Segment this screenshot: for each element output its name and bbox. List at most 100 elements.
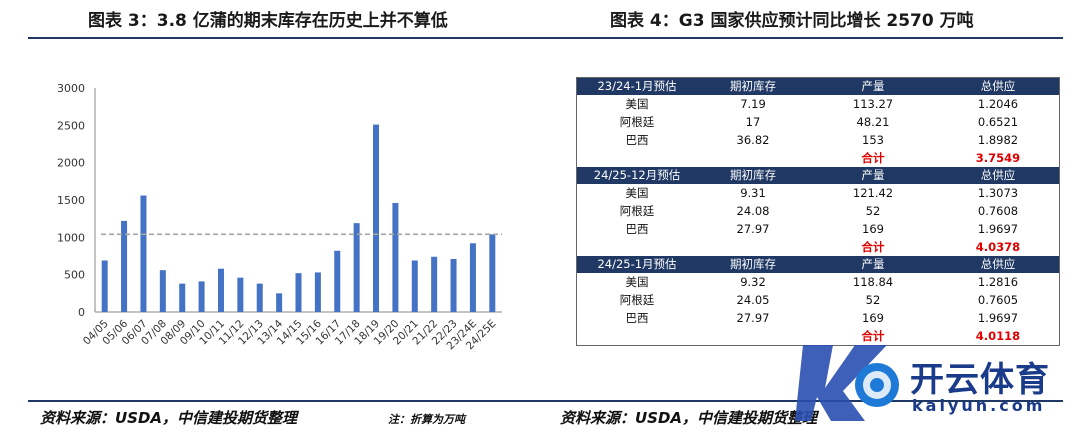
table-cell: 巴西 (625, 222, 649, 236)
table-cell: 3.7549 (975, 151, 1021, 165)
bar-05/06 (121, 220, 128, 312)
y-tick-label: 1000 (57, 231, 85, 244)
table-row: 阿根廷 24.08 52 0.7608 (577, 202, 1059, 220)
table-cell: 阿根廷 (619, 115, 655, 129)
watermark-domain: kaiyun.com (912, 396, 1046, 415)
table-cell: 美国 (625, 275, 649, 289)
table-row: 阿根廷 24.05 52 0.7605 (577, 291, 1059, 309)
table-cell: 169 (862, 311, 884, 325)
table-cell: 1.3073 (977, 186, 1019, 200)
watermark-logo-icon (795, 345, 899, 421)
table-cell (697, 327, 809, 345)
table-cell: 合计 (861, 329, 885, 343)
bar-12/13 (256, 283, 263, 312)
chart-3-title: 图表 3：3.8 亿蒲的期末库存在历史上并不算低 (88, 11, 448, 31)
bar-24/25E (489, 234, 496, 312)
chart-4-title: 图表 4：G3 国家供应预计同比增长 2570 万吨 (610, 11, 974, 31)
table-cell: 1.8982 (977, 133, 1019, 147)
bar-21/22 (431, 256, 438, 312)
table-cell: 118.84 (852, 275, 894, 289)
table-cell: 4.0118 (975, 329, 1021, 343)
watermark-brand: 开云体育 (910, 360, 1050, 400)
bar-17/18 (353, 223, 360, 312)
bar-11/12 (237, 277, 244, 312)
y-tick-label: 0 (78, 306, 85, 319)
bar-19/20 (392, 202, 399, 312)
y-tick-label: 3000 (57, 82, 85, 95)
y-tick-label: 2500 (57, 119, 85, 132)
table-row: 美国 9.32 118.84 1.2816 (577, 273, 1059, 291)
table-cell: 阿根廷 (619, 204, 655, 218)
table-cell: 阿根廷 (619, 293, 655, 307)
table-row: 巴西 36.82 153 1.8982 (577, 131, 1059, 149)
table-cell: 美国 (625, 97, 649, 111)
table-cell: 9.31 (740, 186, 766, 200)
table-cell: 1.9697 (977, 311, 1019, 325)
bar-20/21 (411, 260, 418, 312)
bar-23/24E (469, 243, 476, 312)
bar-08/09 (179, 283, 186, 312)
table-cell: 17 (745, 115, 761, 129)
bar-16/17 (334, 250, 341, 312)
bar-06/07 (140, 195, 147, 312)
table-total-row: 合计 3.7549 (577, 149, 1059, 167)
table-cell: 153 (862, 133, 884, 147)
table-cell: 24/25-1月预估 (597, 257, 677, 271)
table-cell: 总供应 (980, 79, 1016, 93)
table-cell: 4.0378 (975, 240, 1021, 254)
source-left: 资料来源：USDA，中信建投期货整理 (40, 409, 298, 427)
table-row: 巴西 27.97 169 1.9697 (577, 309, 1059, 327)
table-cell (577, 327, 697, 345)
footer-divider (28, 400, 1063, 402)
bar-07/08 (159, 270, 166, 312)
bar-14/15 (295, 273, 302, 312)
table-cell: 48.21 (856, 115, 890, 129)
table-cell: 期初库存 (730, 168, 776, 182)
table-cell (697, 149, 809, 167)
bar-09/10 (198, 281, 205, 312)
table-cell: 0.7605 (977, 293, 1019, 307)
table-cell: 121.42 (852, 186, 894, 200)
table-cell: 1.2046 (977, 97, 1019, 111)
table-cell: 52 (865, 204, 881, 218)
bar-15/16 (314, 272, 321, 312)
table-cell: 1.9697 (977, 222, 1019, 236)
bar-04/05 (101, 260, 108, 312)
table-cell: 0.7608 (977, 204, 1019, 218)
table-cell: 期初库存 (730, 257, 776, 271)
table-cell: 36.82 (736, 133, 770, 147)
table-cell: 27.97 (736, 222, 770, 236)
table-cell: 产量 (861, 168, 885, 182)
table-row: 美国 7.19 113.27 1.2046 (577, 95, 1059, 113)
table-cell: 24.05 (736, 293, 770, 307)
table-cell: 产量 (861, 79, 885, 93)
ending-stocks-bar-chart: 05001000150020002500300004/0505/0606/070… (57, 82, 502, 352)
table-header-row: 24/25-12月预估 期初库存 产量 总供应 (577, 167, 1059, 184)
table-header-row: 24/25-1月预估 期初库存 产量 总供应 (577, 256, 1059, 273)
table-total-row: 合计 4.0118 (577, 327, 1059, 345)
table-cell: 巴西 (625, 311, 649, 325)
table-row: 美国 9.31 121.42 1.3073 (577, 184, 1059, 202)
table-cell: 113.27 (852, 97, 894, 111)
table-cell: 24/25-12月预估 (593, 168, 681, 182)
table-cell: 美国 (625, 186, 649, 200)
unit-note: 注：折算为万吨 (388, 413, 465, 426)
g3-supply-table: 23/24-1月预估 期初库存 产量 总供应 美国 7.19 113.27 1.2046 阿根廷… (576, 77, 1060, 346)
table-cell: 总供应 (980, 257, 1016, 271)
y-tick-label: 1500 (57, 194, 85, 207)
table-cell (577, 238, 697, 256)
table-cell: 期初库存 (730, 79, 776, 93)
bar-13/14 (276, 293, 283, 312)
table-cell: 巴西 (625, 133, 649, 147)
table-cell: 7.19 (740, 97, 766, 111)
table-cell: 合计 (861, 151, 885, 165)
table-cell: 合计 (861, 240, 885, 254)
table-row: 巴西 27.97 169 1.9697 (577, 220, 1059, 238)
table-cell: 24.08 (736, 204, 770, 218)
table-row: 阿根廷 17 48.21 0.6521 (577, 113, 1059, 131)
bar-18/19 (373, 124, 380, 312)
header-divider (28, 37, 1063, 39)
table-cell (697, 238, 809, 256)
table-cell: 0.6521 (977, 115, 1019, 129)
table-total-row: 合计 4.0378 (577, 238, 1059, 256)
